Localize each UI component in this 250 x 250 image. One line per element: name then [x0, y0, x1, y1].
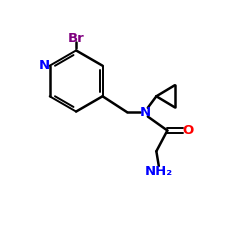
Text: NH₂: NH₂: [145, 165, 173, 178]
Text: N: N: [140, 106, 151, 119]
Text: N: N: [39, 59, 50, 72]
Text: Br: Br: [68, 32, 84, 45]
Text: O: O: [182, 124, 194, 137]
